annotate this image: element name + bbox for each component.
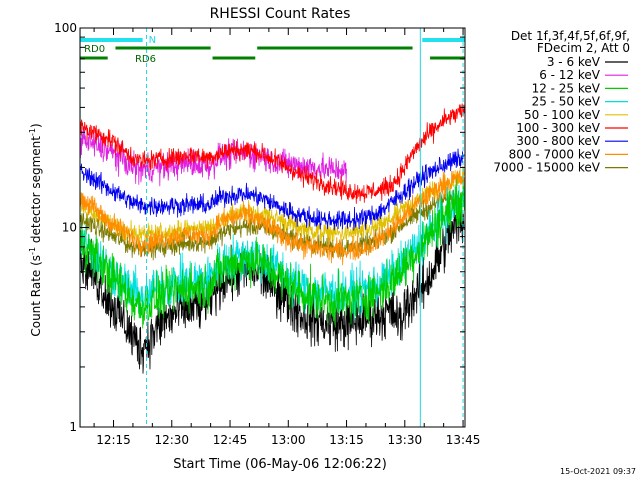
legend-label-8: 7000 - 15000 keV [493,161,600,175]
x-tick-label-5: 13:30 [388,433,423,447]
y-tick-label-2: 100 [54,21,77,35]
y-axis-label-end: ) [29,123,43,128]
y-tick-label-0: 1 [69,420,77,434]
legend: Det 1f,3f,4f,5f,6f,9f, FDecim 2, Att 0 3… [493,29,630,175]
y-tick-label-1: 10 [62,221,77,235]
series-line-2 [79,173,465,329]
y-axis-label-main: Count Rate (s [29,255,43,337]
legend-label-4: 50 - 100 keV [524,108,601,122]
status-bar-label-green_upper-0: RD0 [84,44,105,55]
status-bar-label-cyan-1: N [149,35,156,46]
timestamp: 15-Oct-2021 09:37 [560,467,636,476]
series-line-7 [79,165,465,266]
legend-label-0: 3 - 6 keV [547,55,601,69]
y-axis-label: Count Rate (s-1 detector segment-1) [28,123,43,336]
legend-label-2: 12 - 25 keV [532,81,601,95]
status-bar-label-green_lower-1: RD6 [135,54,156,65]
y-axis-label-mid: detector segment [29,136,43,247]
series-line-5 [79,103,465,204]
x-tick-label-4: 13:15 [329,433,364,447]
legend-header-1: Det 1f,3f,4f,5f,6f,9f, [511,29,630,43]
x-tick-label-0: 12:15 [96,433,131,447]
y-axis-label-sup2: -1 [28,128,37,136]
legend-label-5: 100 - 300 keV [516,121,600,135]
chart-title: RHESSI Count Rates [210,6,351,22]
series-line-6 [79,148,465,231]
series-line-1 [79,126,347,187]
legend-label-1: 6 - 12 keV [539,68,601,82]
legend-label-7: 800 - 7000 keV [509,147,601,161]
x-tick-label-3: 13:00 [271,433,306,447]
x-tick-label-1: 12:30 [154,433,189,447]
legend-header-2: FDecim 2, Att 0 [537,41,630,55]
axis-layer: 12:15 12:30 12:45 13:00 13:15 13:30 13:45 1 10 10… [54,21,480,447]
x-axis-label: Start Time (06-May-06 12:06:22) [173,457,387,472]
legend-label-3: 25 - 50 keV [532,95,601,109]
legend-label-6: 300 - 800 keV [516,134,600,148]
x-tick-label-2: 12:45 [213,433,248,447]
x-tick-label-6: 13:45 [446,433,481,447]
series-layer [79,103,465,374]
y-axis-label-sup1: -1 [28,247,37,255]
